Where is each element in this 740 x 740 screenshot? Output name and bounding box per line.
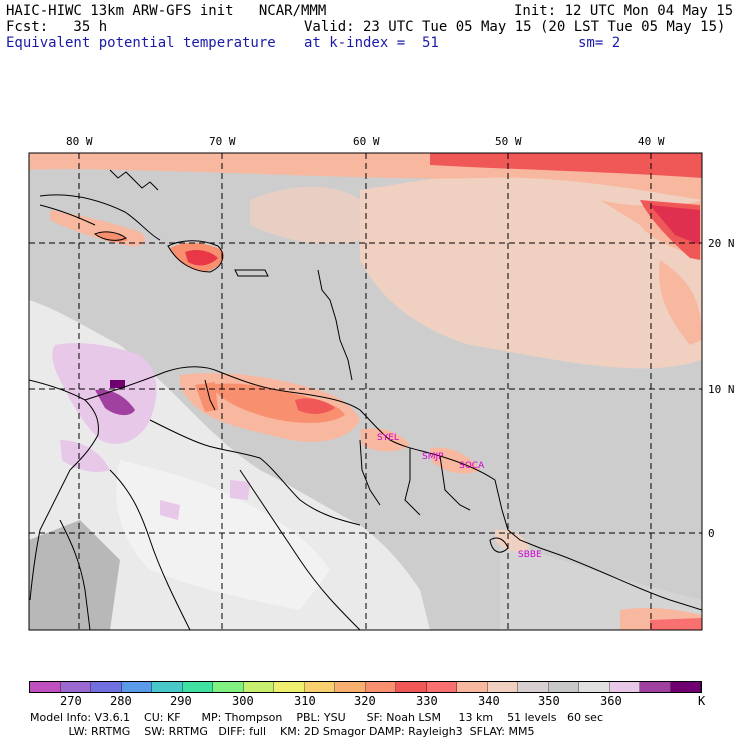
colorbar-swatch [213,682,244,692]
colorbar-swatch [152,682,183,692]
colorbar-swatch [121,682,152,692]
init-time: Init: 12 UTC Mon 04 May 15 [514,3,734,19]
colorbar-swatch [91,682,122,692]
lat-label-10n: 10 N [708,383,735,396]
forecast-hour: Fcst: 35 h [6,19,108,35]
colorbar-tick: 280 [110,694,132,708]
colorbar-swatch [243,682,274,692]
station-label: SYEL [377,433,399,443]
colorbar-swatch [426,682,457,692]
lon-label-70w: 70 W [209,135,236,148]
colorbar-swatch [487,682,518,692]
colorbar-swatch [182,682,213,692]
lat-label-20n: 20 N [708,237,735,250]
colorbar-unit: K [698,694,706,708]
colorbar-tick: 360 [600,694,622,708]
lon-label-80w: 80 W [66,135,93,148]
station-label: SMJP [422,452,444,462]
smoothing-info: sm= 2 [578,35,621,51]
colorbar-swatch [640,682,671,692]
lon-label-60w: 60 W [353,135,380,148]
theta-e-field [29,153,702,630]
colorbar-tick: 310 [294,694,316,708]
colorbar-tick: 350 [538,694,560,708]
map-frame [28,152,703,631]
station-label: SOCA [459,461,485,471]
colorbar-tick: 330 [416,694,438,708]
station-label: SBBE [518,550,542,560]
colorbar-tick: 340 [478,694,500,708]
model-info-line2: LW: RRTMG SW: RRTMG DIFF: full KM: 2D Sm… [30,725,535,738]
colorbar-swatch [579,682,610,692]
colorbar-swatch [60,682,91,692]
lat-label-0: 0 [708,527,715,540]
colorbar-swatch [396,682,427,692]
colorbar-swatch [518,682,549,692]
level-info: at k-index = 51 [304,35,439,51]
plot-title: HAIC-HIWC 13km ARW-GFS init NCAR/MMM [6,3,327,19]
colorbar-swatch [335,682,366,692]
colorbar-swatch [609,682,640,692]
colorbar-swatch [30,682,61,692]
colorbar-swatch [548,682,579,692]
colorbar-swatch [365,682,396,692]
lon-label-40w: 40 W [638,135,665,148]
colorbar-labels: 270 280 290 300 310 320 330 340 350 360 … [0,694,740,708]
model-info-line1: Model Info: V3.6.1 CU: KF MP: Thompson P… [30,711,603,724]
colorbar-swatch [274,682,305,692]
lat-lon-grid [29,153,702,630]
colorbar-swatch [304,682,335,692]
colorbar [29,681,702,693]
colorbar-tick: 290 [170,694,192,708]
lon-label-50w: 50 W [495,135,522,148]
colorbar-tick: 300 [232,694,254,708]
valid-time: Valid: 23 UTC Tue 05 May 15 (20 LST Tue … [304,19,726,35]
colorbar-tick: 320 [354,694,376,708]
colorbar-swatch [670,682,701,692]
field-name: Equivalent potential temperature [6,35,276,51]
colorbar-tick: 270 [60,694,82,708]
colorbar-swatch [457,682,488,692]
